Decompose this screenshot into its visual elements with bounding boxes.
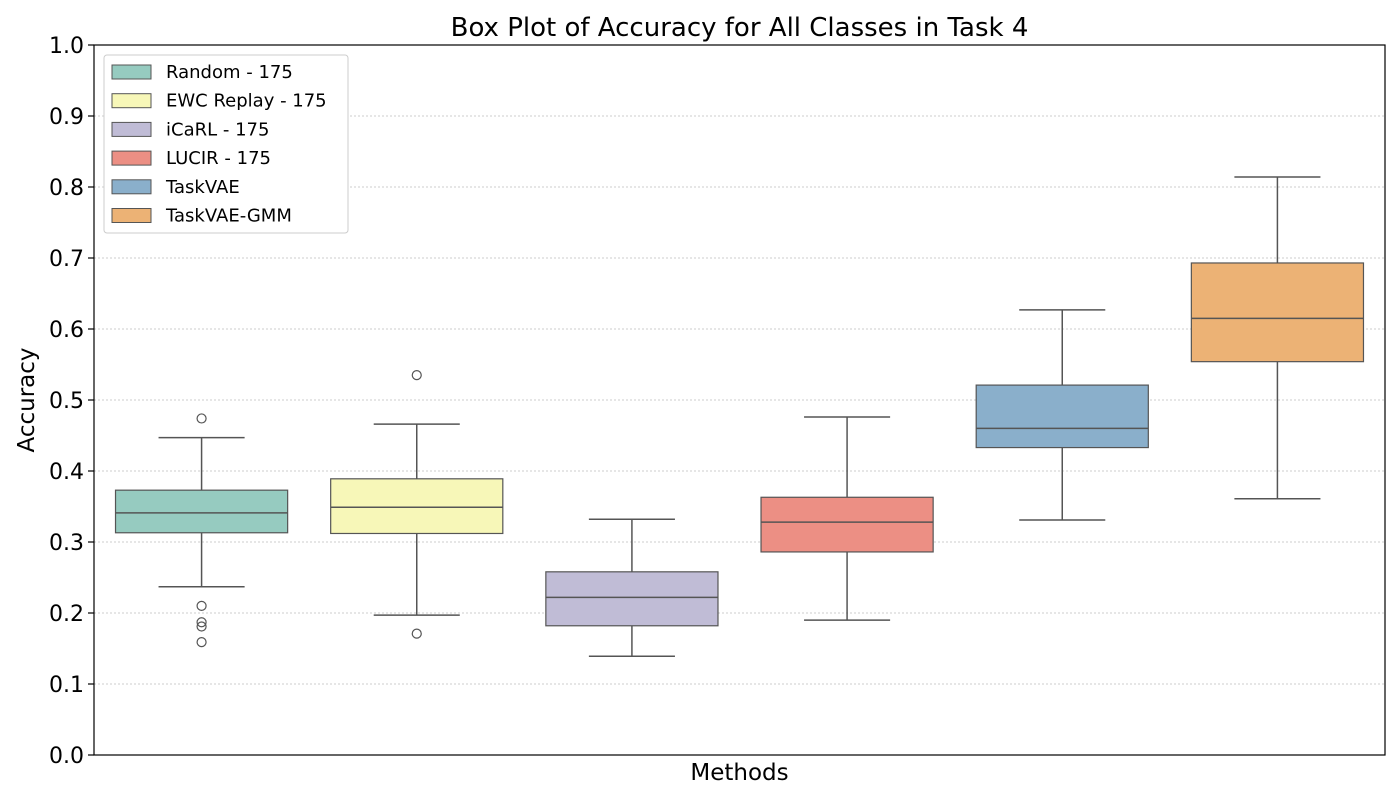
legend-entry-label: TaskVAE	[165, 177, 240, 198]
box-ewc-replay-175	[330, 370, 504, 639]
y-tick-label: 0.7	[49, 247, 84, 272]
legend-entry-label: LUCIR - 175	[166, 148, 271, 169]
y-tick-label: 1.0	[49, 34, 84, 59]
legend-swatch	[111, 93, 152, 109]
grid-lines	[94, 115, 1385, 685]
legend-swatch	[111, 150, 152, 166]
box-iqr	[975, 384, 1149, 449]
outlier-point	[411, 628, 422, 639]
legend-swatch	[111, 208, 152, 223]
outlier-point	[196, 637, 207, 648]
box-iqr	[114, 489, 289, 534]
y-tick-label: 0.2	[49, 602, 84, 627]
y-tick-label: 0.6	[49, 318, 84, 343]
legend: Random - 175 EWC Replay - 175 iCaRL - 175 L…	[103, 54, 349, 234]
x-axis-label: Methods	[690, 760, 788, 786]
y-tick-label: 0.8	[49, 176, 84, 201]
outlier-point	[196, 617, 207, 628]
y-tick-label: 0.1	[49, 673, 84, 698]
outlier-point	[196, 621, 207, 632]
y-tick-label: 0.9	[49, 105, 84, 130]
y-tick-label: 0.4	[49, 460, 84, 485]
box-iqr	[760, 496, 934, 553]
chart-title: Box Plot of Accuracy for All Classes in …	[451, 13, 1029, 43]
legend-frame	[103, 54, 349, 234]
legend-entry-label: iCaRL - 175	[166, 119, 269, 140]
boxes-group	[114, 176, 1365, 658]
box-lucir-175	[760, 416, 934, 621]
box-icarl-175	[545, 518, 719, 658]
y-tick-label: 0.3	[49, 531, 84, 556]
box-random-175	[114, 413, 289, 648]
box-iqr	[1190, 262, 1365, 363]
box-taskvae-gmm	[1190, 176, 1365, 500]
box-taskvae	[975, 309, 1149, 521]
legend-entry-label: Random - 175	[166, 62, 293, 83]
legend-entry-label: EWC Replay - 175	[166, 91, 327, 112]
legend-swatch	[111, 179, 152, 195]
y-tick-label: 0.0	[49, 744, 84, 769]
outlier-point	[196, 600, 207, 612]
y-axis-ticks: 0.0 0.1 0.2 0.3 0.4 0.5 0.6 0.7 0.8 0.9 1.0	[49, 34, 94, 769]
y-tick-label: 0.5	[49, 389, 84, 414]
legend-swatch	[111, 64, 152, 80]
box-iqr	[330, 478, 504, 535]
legend-swatch	[111, 121, 152, 137]
y-axis-label: Accuracy	[14, 347, 40, 452]
outlier-point	[196, 413, 207, 424]
outlier-point	[411, 370, 422, 381]
legend-entry-label: TaskVAE-GMM	[165, 206, 292, 227]
box-iqr	[545, 571, 719, 627]
